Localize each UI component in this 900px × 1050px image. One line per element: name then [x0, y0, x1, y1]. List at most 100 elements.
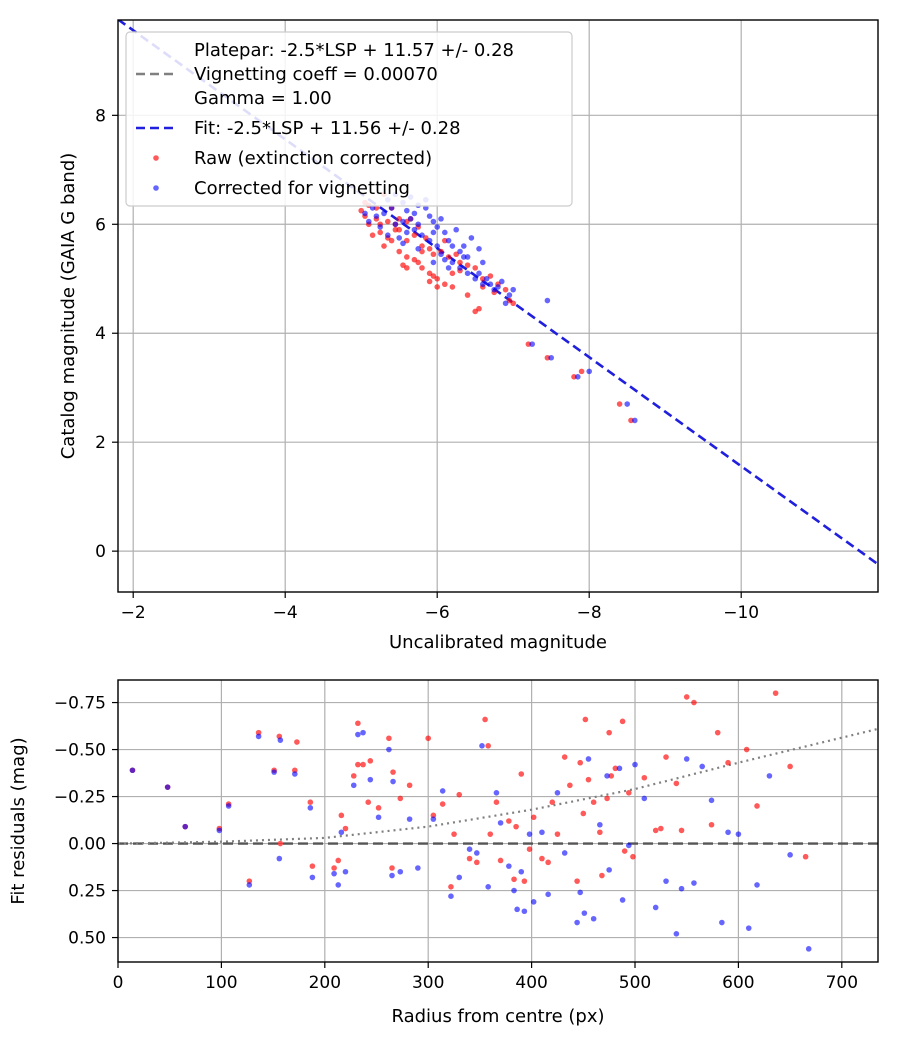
corrected-point: [663, 878, 669, 884]
corrected-point: [491, 286, 498, 293]
raw-point: [582, 716, 589, 723]
legend-box: [125, 31, 573, 207]
raw-point: [451, 831, 457, 837]
raw-point: [585, 776, 592, 783]
raw-point: [430, 251, 437, 258]
top-tick-marks: −2 −4 −6 −8 −10 0 2 4 6 8: [95, 106, 759, 623]
raw-point: [691, 699, 697, 706]
raw-point: [426, 278, 433, 285]
corrected-point: [480, 281, 486, 288]
corrected-point: [766, 773, 773, 779]
corrected-point: [411, 226, 418, 233]
raw-point: [439, 801, 446, 807]
raw-point: [787, 763, 793, 770]
raw-point: [513, 823, 519, 830]
raw-point: [506, 818, 512, 824]
corrected-point: [355, 731, 361, 738]
raw-point: [630, 853, 636, 860]
corrected-point: [604, 773, 610, 779]
raw-point: [430, 273, 437, 279]
raw-point: [754, 803, 760, 809]
corrected-point: [216, 827, 223, 834]
raw-point: [802, 853, 809, 860]
raw-point: [338, 812, 345, 819]
corrected-point: [392, 221, 399, 228]
raw-point: [448, 884, 454, 890]
x-tick-label: 600: [722, 973, 754, 993]
corrected-point: [530, 899, 537, 905]
x-tick-label: 500: [619, 973, 651, 993]
corrected-point: [521, 908, 528, 915]
raw-point: [355, 720, 361, 727]
corrected-point: [406, 816, 413, 822]
corrected-point: [626, 842, 632, 849]
bottom-x-axis-label: Radius from centre (px): [391, 1006, 604, 1027]
corrected-point: [514, 906, 520, 913]
raw-point: [294, 739, 300, 745]
raw-point: [375, 805, 382, 811]
corrected-point: [335, 882, 342, 888]
corrected-point: [373, 213, 380, 219]
corrected-point: [415, 865, 421, 871]
x-tick-label: 700: [826, 973, 858, 993]
raw-point: [419, 265, 425, 271]
corrected-point: [577, 889, 584, 896]
raw-point: [518, 771, 525, 777]
raw-point: [425, 735, 432, 742]
corrected-point: [526, 831, 533, 837]
legend-raw-swatch: [153, 155, 159, 161]
y-tick-label: 0: [95, 542, 106, 562]
corrected-point: [430, 259, 437, 266]
raw-point: [411, 232, 418, 238]
corrected-point: [472, 275, 479, 282]
bottom-reference-lines: [118, 727, 878, 845]
corrected-point: [708, 797, 715, 804]
corrected-point: [404, 229, 410, 236]
raw-point: [434, 284, 441, 290]
corrected-point: [497, 820, 504, 826]
raw-point: [466, 855, 473, 862]
legend-entry: Gamma = 1.00: [194, 88, 332, 109]
corrected-point: [485, 884, 491, 890]
raw-point: [392, 226, 399, 233]
corrected-point: [277, 737, 284, 743]
bottom-y-axis-label: Fit residuals (mag): [8, 737, 29, 904]
corrected-point: [456, 874, 463, 881]
corrected-point: [360, 729, 366, 736]
corrected-point: [404, 207, 410, 214]
top-legend: Platepar: -2.5*LSP + 11.57 +/- 0.28 Vigne…: [125, 31, 573, 207]
corrected-point: [415, 246, 422, 252]
raw-point: [604, 795, 610, 802]
corrected-point: [445, 237, 452, 244]
raw-point: [663, 754, 669, 760]
corrected-point: [539, 829, 545, 836]
legend-entry: Raw (extinction corrected): [194, 148, 432, 169]
corrected-point: [632, 417, 638, 424]
corrected-point: [466, 846, 473, 852]
corrected-point: [461, 243, 467, 249]
corrected-point: [292, 771, 298, 777]
x-tick-label: −2: [121, 603, 146, 623]
raw-point: [597, 829, 603, 836]
raw-point: [426, 246, 433, 252]
corrected-point: [457, 248, 463, 255]
corrected-point: [276, 855, 283, 862]
raw-point: [390, 769, 396, 775]
corrected-point: [164, 784, 171, 790]
corrected-point: [548, 354, 554, 361]
raw-point: [360, 761, 366, 768]
corrected-point: [476, 246, 482, 252]
raw-point: [574, 878, 580, 884]
legend-entry: Vignetting coeff = 0.00070: [194, 64, 438, 85]
raw-point: [577, 759, 584, 766]
corrected-point: [448, 893, 454, 899]
corrected-point: [442, 229, 448, 236]
x-tick-label: 0: [113, 973, 124, 993]
corrected-point: [271, 769, 277, 775]
corrected-point: [719, 919, 725, 926]
raw-point: [549, 799, 556, 805]
corrected-point: [390, 778, 396, 785]
y-tick-label: 2: [95, 433, 106, 453]
corrected-point: [375, 814, 382, 821]
y-tick-label: −0.75: [54, 694, 106, 714]
